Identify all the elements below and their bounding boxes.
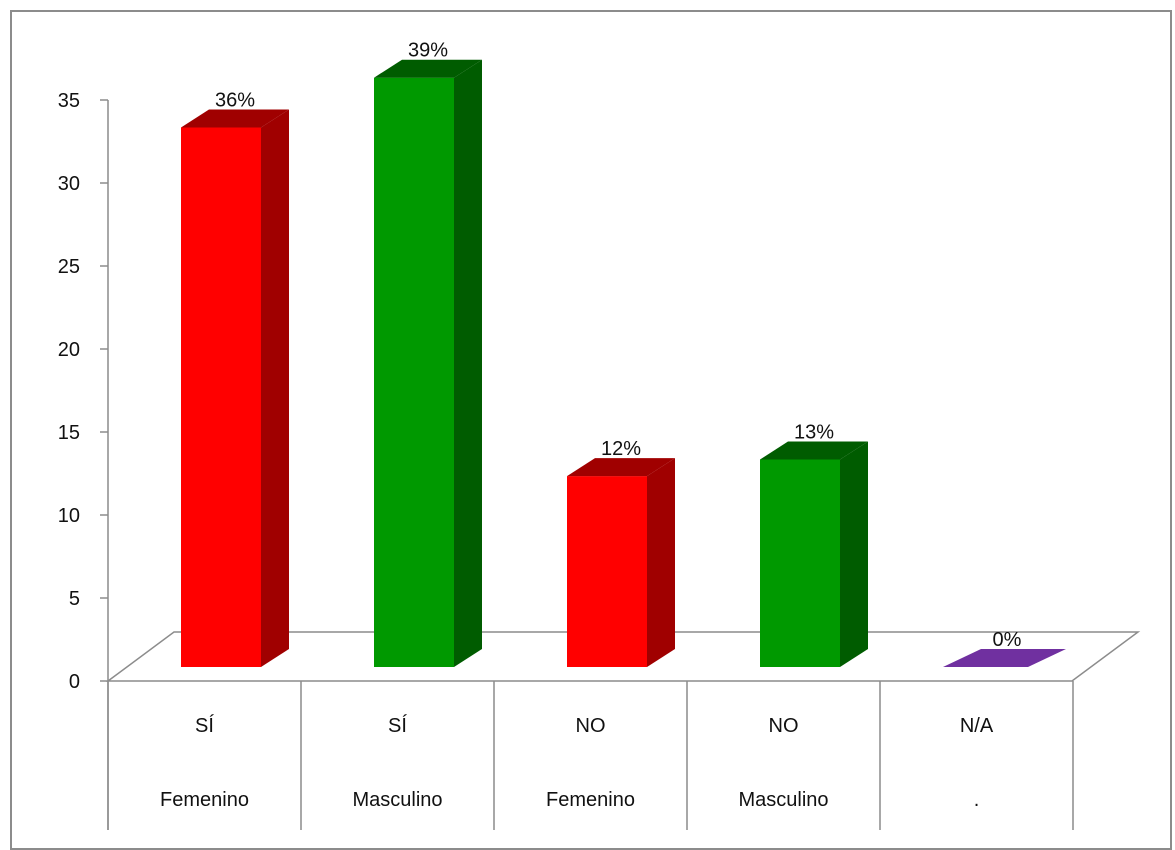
bar-front (760, 459, 840, 667)
category-label-group: NO (769, 715, 799, 737)
bar (943, 649, 1066, 667)
bar-top (567, 458, 675, 477)
y-tick-label: 0 (69, 671, 80, 693)
bar-top (181, 109, 289, 128)
category-label-sub: Masculino (738, 789, 828, 811)
category-label-group: SÍ (388, 714, 407, 737)
y-tick-label: 20 (58, 339, 80, 361)
bar-top (760, 441, 868, 460)
category-label-group: SÍ (195, 714, 214, 737)
bar (567, 458, 675, 667)
y-tick-label: 5 (69, 588, 80, 610)
bar (760, 441, 868, 667)
category-label-group: N/A (960, 715, 994, 737)
category-label-sub: Masculino (352, 789, 442, 811)
bar-side (647, 458, 675, 667)
bar-top (374, 59, 482, 78)
y-tick-label: 25 (58, 256, 80, 278)
y-tick-label: 30 (58, 173, 80, 195)
bar-front (567, 476, 647, 667)
category-label-group: NO (576, 715, 606, 737)
data-label: 36% (215, 90, 255, 112)
data-label: 12% (601, 438, 641, 460)
bar (374, 59, 482, 667)
bar (181, 109, 289, 667)
bars (181, 59, 1066, 667)
bar-side (840, 441, 868, 667)
category-labels: SÍ Femenino SÍ Masculino NO Femenino NO Masculi… (160, 714, 994, 811)
category-label-sub: Femenino (160, 789, 249, 811)
y-tick-label: 10 (58, 505, 80, 527)
bar-flat (943, 649, 1066, 667)
bar-side (261, 109, 289, 667)
category-label-sub: Femenino (546, 789, 635, 811)
category-label-sub: . (974, 789, 980, 811)
data-label: 0% (993, 629, 1022, 651)
data-labels: 36% 39% 12% 13% 0% (215, 40, 1022, 651)
bar-front (374, 77, 454, 667)
y-tick-label: 35 (58, 90, 80, 112)
bar-front (181, 127, 261, 667)
data-label: 39% (408, 40, 448, 62)
bar-side (454, 59, 482, 667)
y-axis-ticks: 0 5 10 15 20 25 30 35 (58, 90, 108, 693)
data-label: 13% (794, 422, 834, 444)
y-tick-label: 15 (58, 422, 80, 444)
